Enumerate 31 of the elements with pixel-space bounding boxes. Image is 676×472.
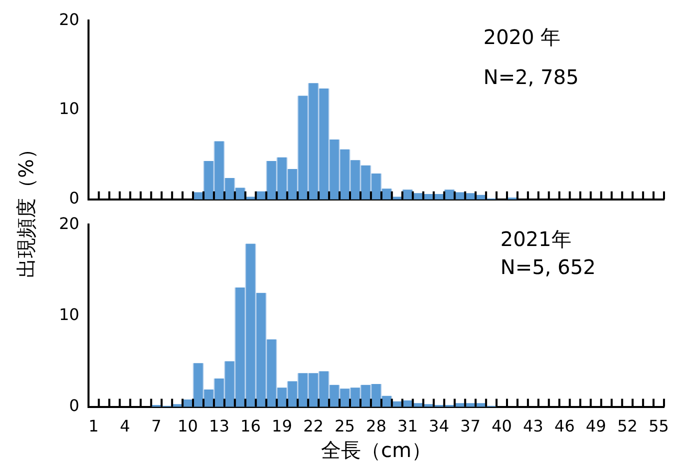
x-tick-label: 19	[272, 416, 292, 436]
x-tick-label: 55	[648, 416, 669, 436]
x-tick-label: 1	[88, 416, 99, 436]
annotation: 2020 年	[483, 24, 561, 49]
x-tick-label: 49	[586, 416, 606, 436]
x-tick-label: 4	[120, 416, 130, 436]
x-tick-label: 37	[460, 416, 481, 436]
x-tick-label: 31	[397, 416, 418, 436]
y-tick-label: 0	[69, 188, 80, 208]
x-tick-label: 16	[240, 416, 261, 436]
x-tick-label: 7	[151, 416, 162, 436]
x-tick-label: 10	[178, 416, 198, 436]
y-tick-label: 10	[59, 99, 80, 118]
x-tick-label: 28	[366, 416, 386, 436]
x-tick-label: 13	[209, 416, 230, 436]
x-tick-label: 22	[303, 416, 324, 436]
x-axis-title: 全長（cm）	[320, 438, 432, 462]
y-tick-label: 0	[69, 396, 80, 415]
annotation: N=5, 652	[500, 254, 596, 279]
annotation: 2021年	[500, 226, 572, 251]
x-tick-label: 46	[554, 416, 575, 436]
y-tick-label: 20	[59, 214, 80, 233]
annotation: N=2, 785	[483, 64, 579, 89]
y-axis-title: 出現頻度（%）	[12, 138, 38, 278]
x-tick-label: 34	[428, 416, 450, 436]
x-tick-label: 43	[522, 416, 544, 436]
y-tick-label: 10	[59, 304, 80, 324]
x-tick-label: 40	[492, 416, 512, 436]
x-tick-label: 25	[334, 416, 355, 436]
x-tick-label: 52	[617, 416, 638, 436]
y-tick-label: 20	[59, 10, 80, 29]
